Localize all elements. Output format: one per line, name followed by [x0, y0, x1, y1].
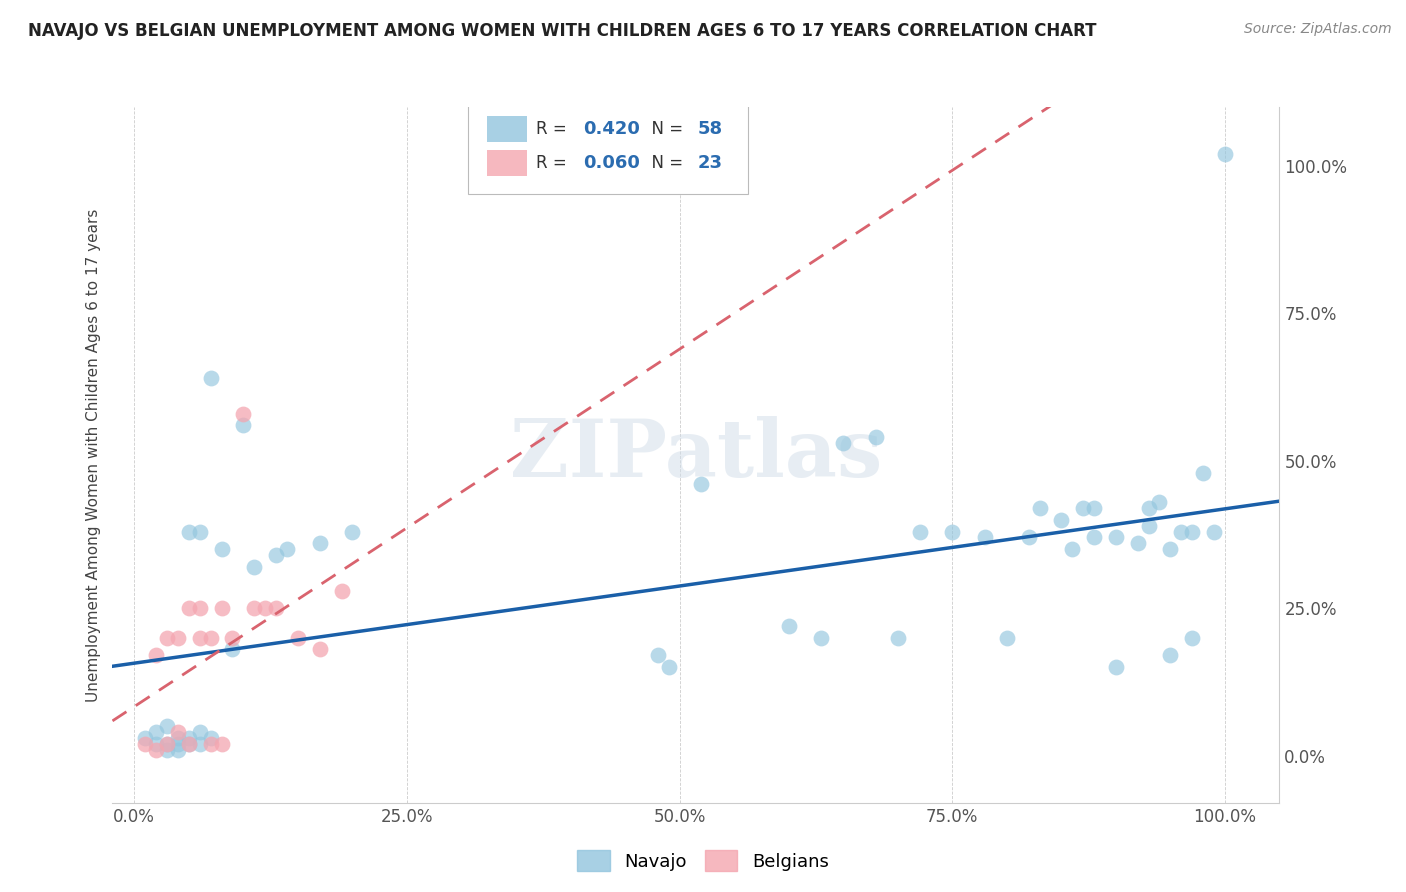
- Point: [1192, 466, 1215, 480]
- Point: [145, 648, 167, 663]
- Point: [221, 631, 243, 645]
- Text: NAVAJO VS BELGIAN UNEMPLOYMENT AMONG WOMEN WITH CHILDREN AGES 6 TO 17 YEARS CORR: NAVAJO VS BELGIAN UNEMPLOYMENT AMONG WOM…: [28, 22, 1097, 40]
- Point: [1083, 500, 1105, 515]
- Text: 0.060: 0.060: [582, 153, 640, 171]
- Point: [1050, 513, 1073, 527]
- Point: [243, 601, 266, 615]
- Point: [1170, 524, 1192, 539]
- Point: [188, 631, 211, 645]
- FancyBboxPatch shape: [486, 150, 527, 176]
- Y-axis label: Unemployment Among Women with Children Ages 6 to 17 years: Unemployment Among Women with Children A…: [86, 208, 101, 702]
- Point: [145, 737, 167, 751]
- Point: [156, 743, 179, 757]
- Point: [232, 418, 254, 433]
- Point: [177, 601, 200, 615]
- Text: 58: 58: [697, 120, 723, 138]
- Point: [308, 642, 330, 657]
- Point: [211, 737, 233, 751]
- Point: [342, 524, 364, 539]
- Text: R =: R =: [536, 153, 572, 171]
- Point: [941, 524, 963, 539]
- Point: [156, 719, 179, 733]
- Point: [156, 737, 179, 751]
- Point: [778, 619, 800, 633]
- Point: [145, 725, 167, 739]
- Point: [200, 631, 222, 645]
- Point: [156, 631, 179, 645]
- Text: 23: 23: [697, 153, 723, 171]
- Point: [188, 725, 211, 739]
- Point: [276, 542, 298, 557]
- Point: [330, 583, 353, 598]
- Point: [156, 737, 179, 751]
- Point: [1071, 500, 1094, 515]
- Point: [264, 548, 287, 562]
- Point: [1149, 495, 1171, 509]
- Point: [221, 642, 243, 657]
- Point: [177, 737, 200, 751]
- Point: [1159, 542, 1181, 557]
- Point: [254, 601, 277, 615]
- Point: [1159, 648, 1181, 663]
- Point: [865, 430, 887, 444]
- FancyBboxPatch shape: [486, 117, 527, 142]
- Point: [200, 371, 222, 385]
- Point: [177, 731, 200, 745]
- Point: [167, 631, 190, 645]
- Point: [974, 531, 997, 545]
- Legend: Navajo, Belgians: Navajo, Belgians: [569, 843, 837, 879]
- Point: [1018, 531, 1040, 545]
- Point: [1181, 524, 1204, 539]
- Point: [1062, 542, 1084, 557]
- Point: [134, 731, 156, 745]
- Point: [167, 743, 190, 757]
- Point: [690, 477, 713, 491]
- Point: [264, 601, 287, 615]
- Point: [1137, 518, 1160, 533]
- Text: ZIPatlas: ZIPatlas: [510, 416, 882, 494]
- Point: [177, 524, 200, 539]
- Text: N =: N =: [641, 120, 689, 138]
- Point: [188, 737, 211, 751]
- Text: Source: ZipAtlas.com: Source: ZipAtlas.com: [1244, 22, 1392, 37]
- Point: [1126, 536, 1149, 550]
- Point: [188, 601, 211, 615]
- Point: [887, 631, 910, 645]
- Text: N =: N =: [641, 153, 689, 171]
- Point: [287, 631, 309, 645]
- Point: [1083, 531, 1105, 545]
- Point: [647, 648, 669, 663]
- Point: [200, 731, 222, 745]
- Point: [1028, 500, 1050, 515]
- Point: [1213, 147, 1236, 161]
- Text: R =: R =: [536, 120, 572, 138]
- Point: [177, 737, 200, 751]
- Point: [1181, 631, 1204, 645]
- FancyBboxPatch shape: [468, 100, 748, 194]
- Point: [1105, 660, 1128, 674]
- Point: [167, 725, 190, 739]
- Point: [188, 524, 211, 539]
- Point: [232, 407, 254, 421]
- Point: [243, 560, 266, 574]
- Point: [832, 436, 855, 450]
- Point: [134, 737, 156, 751]
- Point: [167, 731, 190, 745]
- Point: [995, 631, 1018, 645]
- Point: [211, 542, 233, 557]
- Point: [200, 737, 222, 751]
- Text: 0.420: 0.420: [582, 120, 640, 138]
- Point: [1202, 524, 1225, 539]
- Point: [211, 601, 233, 615]
- Point: [1137, 500, 1160, 515]
- Point: [810, 631, 832, 645]
- Point: [908, 524, 931, 539]
- Point: [1105, 531, 1128, 545]
- Point: [145, 743, 167, 757]
- Point: [308, 536, 330, 550]
- Point: [167, 737, 190, 751]
- Point: [658, 660, 681, 674]
